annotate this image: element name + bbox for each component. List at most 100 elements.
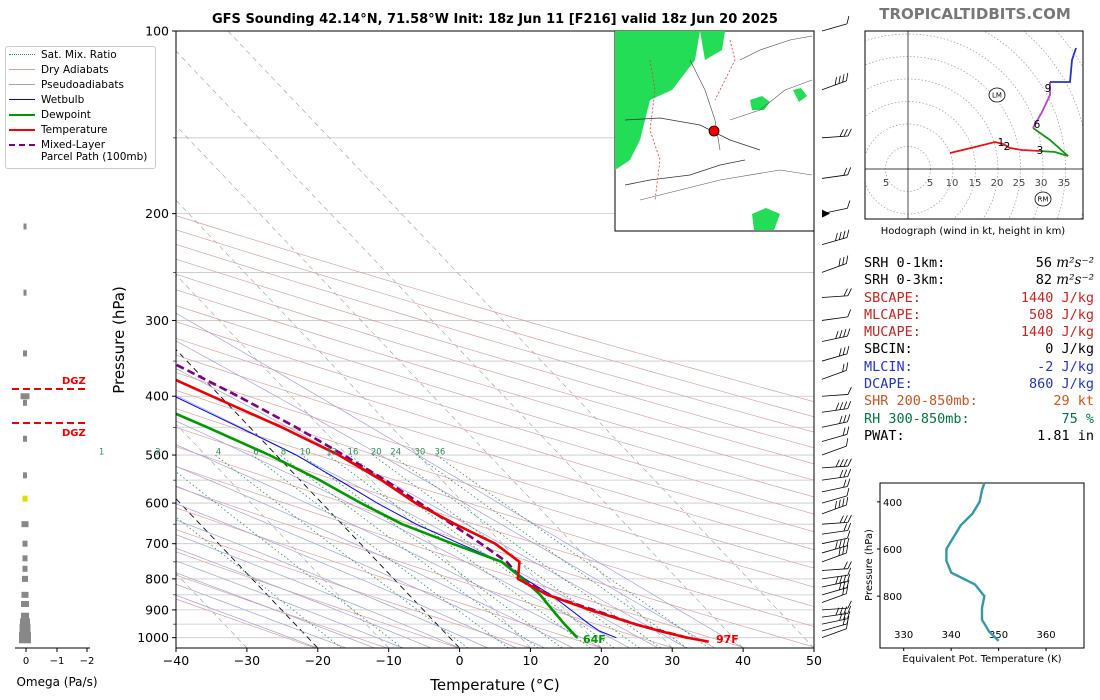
dry-adiabat — [176, 354, 814, 551]
wind-barb — [821, 468, 852, 481]
param-value-number: 0 J/kg — [1045, 341, 1094, 358]
dry-adiabat — [176, 408, 814, 607]
param-row: SRH 0-1km: 56 m²s⁻² — [864, 255, 1094, 272]
param-label: MUCAPE: — [864, 324, 921, 341]
wind-barb — [821, 345, 850, 362]
param-value: 56 m²s⁻² — [1036, 255, 1094, 272]
hodograph-height-label: 1 — [998, 137, 1005, 149]
param-value-number: -2 J/kg — [1037, 358, 1094, 375]
omega-bar — [21, 521, 29, 528]
param-row: SBCIN: 0 J/kg — [864, 341, 1094, 358]
x-tick-label: 40 — [735, 653, 751, 668]
wind-barb — [821, 400, 852, 413]
theta-e-y-tick: 600 — [883, 545, 902, 556]
x-tick-label: 20 — [593, 653, 609, 668]
wind-barb — [821, 309, 852, 321]
mixing-ratio-label: 20 — [371, 448, 382, 458]
legend-label: Dewpoint — [41, 109, 91, 121]
hodograph-trace — [1032, 127, 1069, 157]
pseudoadiabat — [176, 444, 602, 648]
legend-entry: Temperature — [9, 124, 152, 139]
mixing-ratio-label: 6 — [253, 448, 258, 458]
mixing-ratio-label: 10 — [300, 448, 311, 458]
wind-barb — [821, 387, 852, 397]
dry-adiabat — [176, 273, 814, 465]
legend-entry: Dry Adiabats — [9, 64, 152, 79]
wetbulb-line — [176, 396, 617, 639]
theta-e-x-tick: 340 — [942, 630, 961, 641]
legend-swatch — [9, 124, 35, 134]
dry-adiabat — [176, 229, 814, 418]
x-tick-label: 30 — [664, 653, 680, 668]
wind-barb — [821, 567, 852, 580]
mixing-ratio-label: 24 — [390, 448, 401, 458]
omega-bar — [21, 600, 29, 607]
wind-barb — [821, 362, 849, 380]
mixing-ratio-line — [415, 454, 688, 648]
dry-adiabat — [176, 427, 814, 627]
hodograph-height-label: 9 — [1045, 83, 1052, 95]
hodograph-ring-label: 5 — [927, 178, 933, 189]
pseudoadiabat — [176, 466, 574, 648]
param-label: DCAPE: — [864, 376, 913, 393]
mixing-ratio-label: 30 — [414, 448, 425, 458]
hodograph-height-label: 3 — [1037, 145, 1044, 157]
omega-bar — [20, 618, 30, 625]
mixing-ratio-label: 4 — [216, 448, 221, 458]
pseudoadiabat — [176, 547, 432, 648]
dry-adiabat — [176, 486, 674, 648]
omega-bar — [22, 565, 28, 572]
pseudoadiabat — [176, 594, 318, 648]
param-label: MLCIN: — [864, 358, 913, 375]
location-map-inset — [614, 30, 815, 232]
wind-barb — [821, 426, 850, 442]
legend-swatch — [9, 94, 35, 104]
param-label: SRH 0-3km: — [864, 272, 946, 289]
omega-bar — [21, 612, 29, 619]
legend-label: Dry Adiabats — [41, 64, 109, 76]
omega-bar — [22, 495, 28, 502]
isotherm — [176, 348, 460, 648]
legend-swatch — [9, 64, 35, 74]
dry-adiabat — [176, 446, 814, 648]
isotherm — [176, 125, 673, 648]
y-tick-label: 900 — [145, 602, 169, 617]
y-tick-label: 1000 — [137, 630, 169, 645]
mixing-ratio-line — [252, 454, 509, 648]
omega-tick-label: −2 — [80, 656, 95, 667]
param-value-number: 860 J/kg — [1028, 376, 1094, 393]
dry-adiabat — [176, 507, 603, 648]
mixing-ratio-label: 36 — [434, 448, 445, 458]
dry-adiabat — [176, 215, 814, 403]
param-value-number: 508 J/kg — [1028, 306, 1094, 323]
wind-barb — [821, 328, 851, 342]
pseudoadiabat — [176, 485, 545, 648]
x-tick-label: −40 — [163, 653, 189, 668]
legend-swatch — [9, 49, 35, 59]
x-tick-label: 10 — [522, 653, 538, 668]
hodograph-ring-label: 10 — [946, 178, 959, 189]
param-value-number: 1440 J/kg — [1020, 289, 1094, 306]
wind-barb — [821, 229, 850, 246]
wind-barb — [821, 496, 849, 515]
pseudoadiabat — [176, 503, 517, 648]
theta-e-x-label: Equivalent Pot. Temperature (K) — [902, 654, 1061, 665]
legend-label: Sat. Mix. Ratio — [41, 49, 117, 61]
legend-swatch — [9, 139, 35, 149]
omega-bar — [23, 472, 27, 479]
wind-barb — [821, 128, 852, 139]
wind-barb — [821, 573, 851, 588]
mixing-ratio-line — [301, 454, 563, 648]
hodograph-ring-label: 35 — [1058, 178, 1071, 189]
param-label: SBCIN: — [864, 341, 913, 358]
hodograph-caption: Hodograph (wind in kt, height in km) — [881, 226, 1066, 237]
dry-adiabat — [176, 551, 459, 648]
y-tick-label: 500 — [145, 448, 169, 463]
isotherm — [176, 50, 744, 648]
wind-barb — [821, 561, 852, 571]
hodograph-ring-label: 20 — [991, 178, 1004, 189]
param-value: 82 m²s⁻² — [1036, 272, 1094, 289]
legend-label: Temperature — [41, 124, 108, 136]
